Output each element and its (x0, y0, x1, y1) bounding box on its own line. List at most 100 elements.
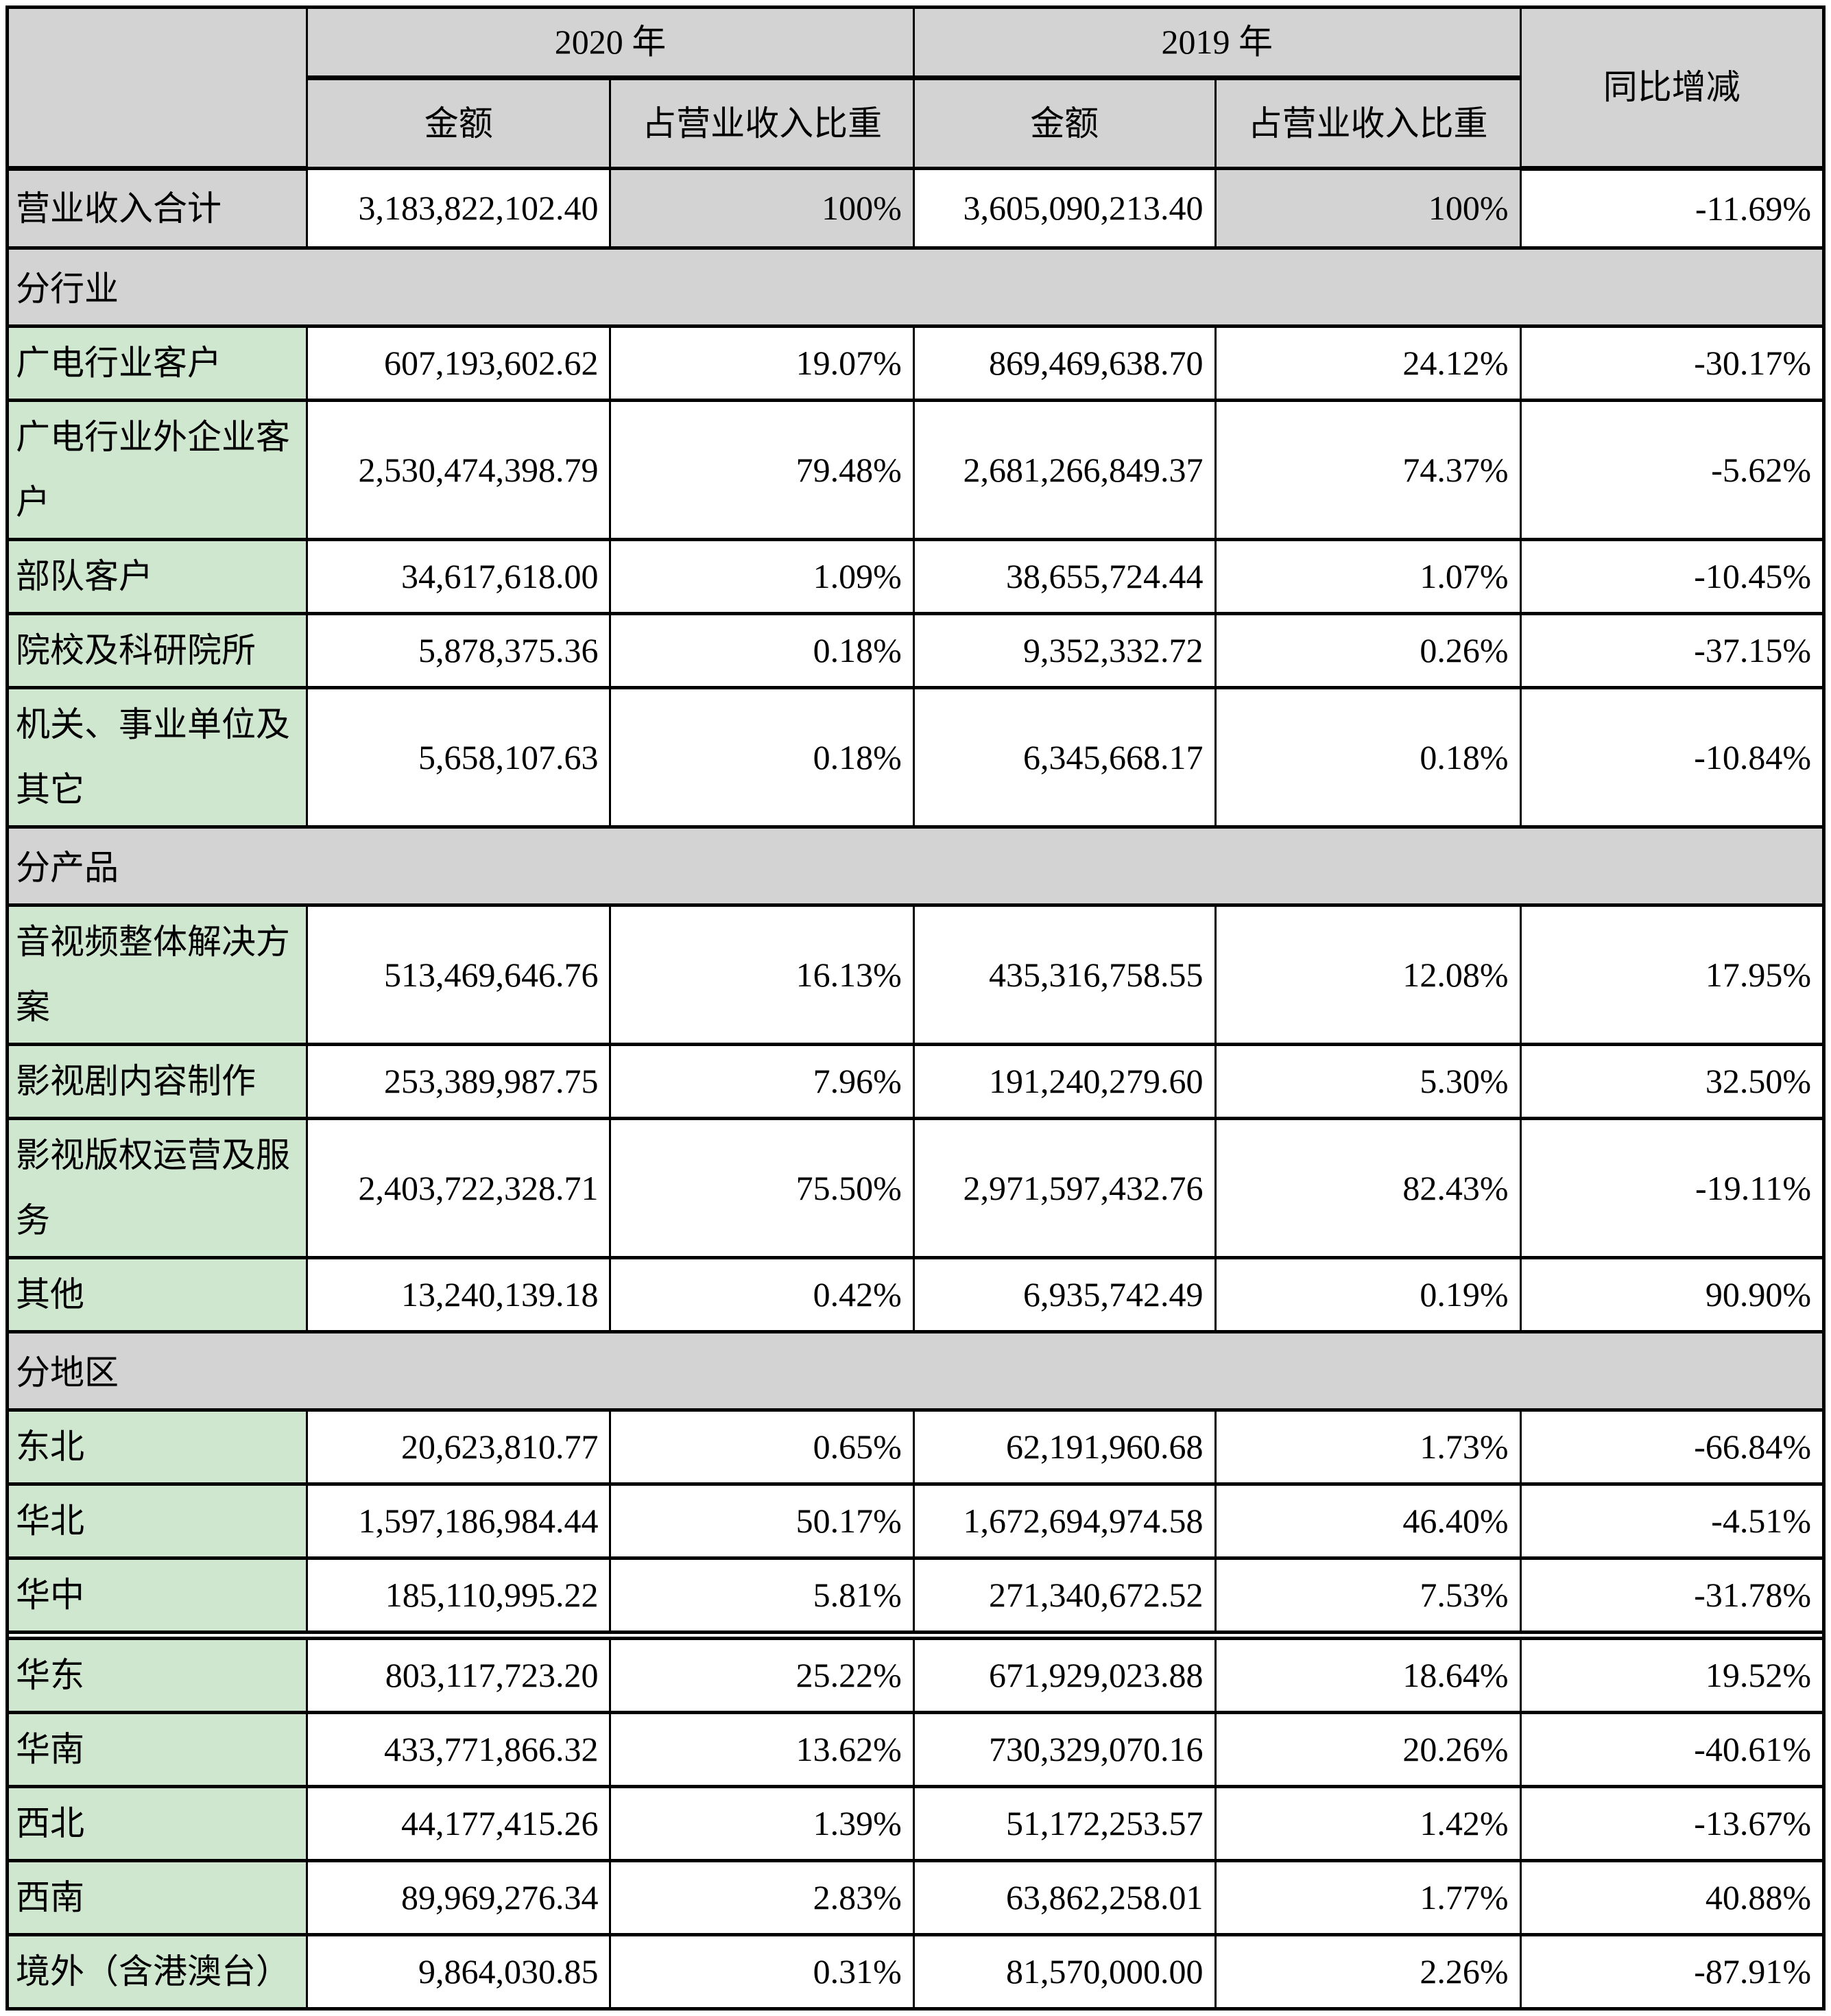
amount-2019: 2,681,266,849.37 (912, 399, 1217, 541)
yoy-value: -19.11% (1519, 1117, 1826, 1259)
yoy-value: -66.84% (1519, 1408, 1826, 1486)
share-2019: 74.37% (1214, 399, 1522, 541)
yoy-value: 32.50% (1519, 1043, 1826, 1120)
amount-2020: 20,623,810.77 (306, 1408, 612, 1486)
table-row: 西北 44,177,415.26 1.39% 51,172,253.57 1.4… (5, 1785, 1826, 1862)
table-row: 影视版权运营及服务 2,403,722,328.71 75.50% 2,971,… (5, 1117, 1826, 1259)
table-row: 院校及科研院所 5,878,375.36 0.18% 9,352,332.72 … (5, 612, 1826, 689)
share-2020: 5.81% (609, 1556, 915, 1634)
section-title: 分行业 (6, 246, 1825, 328)
share-2019: 1.73% (1214, 1408, 1522, 1486)
yoy-value: 17.95% (1519, 903, 1826, 1046)
share-2019: 100% (1214, 167, 1522, 250)
section-title: 分产品 (6, 825, 1825, 907)
row-label: 影视剧内容制作 (5, 1043, 309, 1120)
share-2020: 13.62% (609, 1711, 915, 1788)
share-2020: 16.13% (609, 903, 915, 1046)
row-label: 华东 (5, 1637, 309, 1714)
amount-2019: 3,605,090,213.40 (912, 167, 1217, 250)
table-row: 广电行业客户 607,193,602.62 19.07% 869,469,638… (5, 324, 1826, 402)
share-2020: 2.83% (609, 1859, 915, 1936)
yoy-value: -4.51% (1519, 1482, 1826, 1560)
table-row: 华南 433,771,866.32 13.62% 730,329,070.16 … (5, 1711, 1826, 1788)
header-yoy: 同比增减 (1519, 5, 1826, 171)
table-row: 境外（含港澳台） 9,864,030.85 0.31% 81,570,000.0… (5, 1933, 1826, 2011)
yoy-value: -10.84% (1519, 686, 1826, 829)
yoy-value: 19.52% (1519, 1637, 1826, 1714)
amount-2020: 5,878,375.36 (306, 612, 612, 689)
row-label: 其他 (5, 1256, 309, 1333)
amount-2019: 671,929,023.88 (912, 1637, 1217, 1714)
row-label: 华中 (5, 1556, 309, 1634)
row-label: 院校及科研院所 (5, 612, 309, 689)
table-row: 西南 89,969,276.34 2.83% 63,862,258.01 1.7… (5, 1859, 1826, 1936)
row-label: 音视频整体解决方案 (5, 903, 309, 1046)
table-row: 东北 20,623,810.77 0.65% 62,191,960.68 1.7… (5, 1408, 1826, 1486)
share-2019: 0.26% (1214, 612, 1522, 689)
amount-2019: 2,971,597,432.76 (912, 1117, 1217, 1259)
header-amount-2019: 金额 (912, 76, 1217, 170)
share-2020: 19.07% (609, 324, 915, 402)
table-row: 影视剧内容制作 253,389,987.75 7.96% 191,240,279… (5, 1043, 1826, 1120)
amount-2020: 433,771,866.32 (306, 1711, 612, 1788)
table-row: 机关、事业单位及其它 5,658,107.63 0.18% 6,345,668.… (5, 686, 1826, 829)
amount-2019: 51,172,253.57 (912, 1785, 1217, 1862)
share-2019: 2.26% (1214, 1933, 1522, 2011)
row-label: 华南 (5, 1711, 309, 1788)
header-year-2020: 2020 年 (306, 5, 915, 80)
share-2019: 18.64% (1214, 1637, 1522, 1714)
row-label: 华北 (5, 1482, 309, 1560)
table-header-row-years: 2020 年 2019 年 同比增减 (5, 5, 1826, 171)
header-blank-cell (5, 5, 309, 171)
revenue-table: 2020 年 2019 年 同比增减 金额 占营业收入比重 金额 占营业收入比重… (5, 5, 1826, 2011)
table-row: 部队客户 34,617,618.00 1.09% 38,655,724.44 1… (5, 538, 1826, 615)
amount-2019: 730,329,070.16 (912, 1711, 1217, 1788)
amount-2020: 1,597,186,984.44 (306, 1482, 612, 1560)
amount-2020: 89,969,276.34 (306, 1859, 612, 1936)
share-2020: 50.17% (609, 1482, 915, 1560)
yoy-value: -13.67% (1519, 1785, 1826, 1862)
section-row-region: 分地区 (6, 1330, 1825, 1412)
amount-2019: 271,340,672.52 (912, 1556, 1217, 1634)
share-2020: 1.09% (609, 538, 915, 615)
amount-2019: 869,469,638.70 (912, 324, 1217, 402)
amount-2020: 44,177,415.26 (306, 1785, 612, 1862)
yoy-value: 90.90% (1519, 1256, 1826, 1333)
amount-2020: 34,617,618.00 (306, 538, 612, 615)
yoy-value: -5.62% (1519, 399, 1826, 541)
amount-2020: 2,530,474,398.79 (306, 399, 612, 541)
share-2020: 75.50% (609, 1117, 915, 1259)
amount-2020: 513,469,646.76 (306, 903, 612, 1046)
row-label: 营业收入合计 (5, 167, 309, 250)
share-2020: 0.18% (609, 686, 915, 829)
section-title: 分地区 (6, 1330, 1825, 1412)
yoy-value: -37.15% (1519, 612, 1826, 689)
amount-2020: 2,403,722,328.71 (306, 1117, 612, 1259)
header-year-2019: 2019 年 (912, 5, 1522, 80)
share-2020: 79.48% (609, 399, 915, 541)
amount-2019: 191,240,279.60 (912, 1043, 1217, 1120)
share-2019: 1.42% (1214, 1785, 1522, 1862)
row-label: 境外（含港澳台） (5, 1933, 309, 2011)
amount-2020: 253,389,987.75 (306, 1043, 612, 1120)
table-header-row-measures: 金额 占营业收入比重 金额 占营业收入比重 (8, 76, 1824, 170)
share-2019: 82.43% (1214, 1117, 1522, 1259)
amount-2020: 803,117,723.20 (306, 1637, 612, 1714)
yoy-value: -40.61% (1519, 1711, 1826, 1788)
section-row-product: 分产品 (6, 825, 1825, 907)
amount-2019: 62,191,960.68 (912, 1408, 1217, 1486)
amount-2019: 63,862,258.01 (912, 1859, 1217, 1936)
row-label: 广电行业客户 (5, 324, 309, 402)
share-2020: 100% (609, 167, 915, 250)
page-break-gap (7, 1630, 1824, 1640)
amount-2019: 81,570,000.00 (912, 1933, 1217, 2011)
row-label: 广电行业外企业客户 (5, 399, 309, 541)
amount-2019: 38,655,724.44 (912, 538, 1217, 615)
row-label: 西北 (5, 1785, 309, 1862)
amount-2019: 1,672,694,974.58 (912, 1482, 1217, 1560)
header-amount-2020: 金额 (306, 76, 612, 170)
table-row: 广电行业外企业客户 2,530,474,398.79 79.48% 2,681,… (5, 399, 1826, 541)
share-2020: 0.65% (609, 1408, 915, 1486)
yoy-value: -87.91% (1519, 1933, 1826, 2011)
